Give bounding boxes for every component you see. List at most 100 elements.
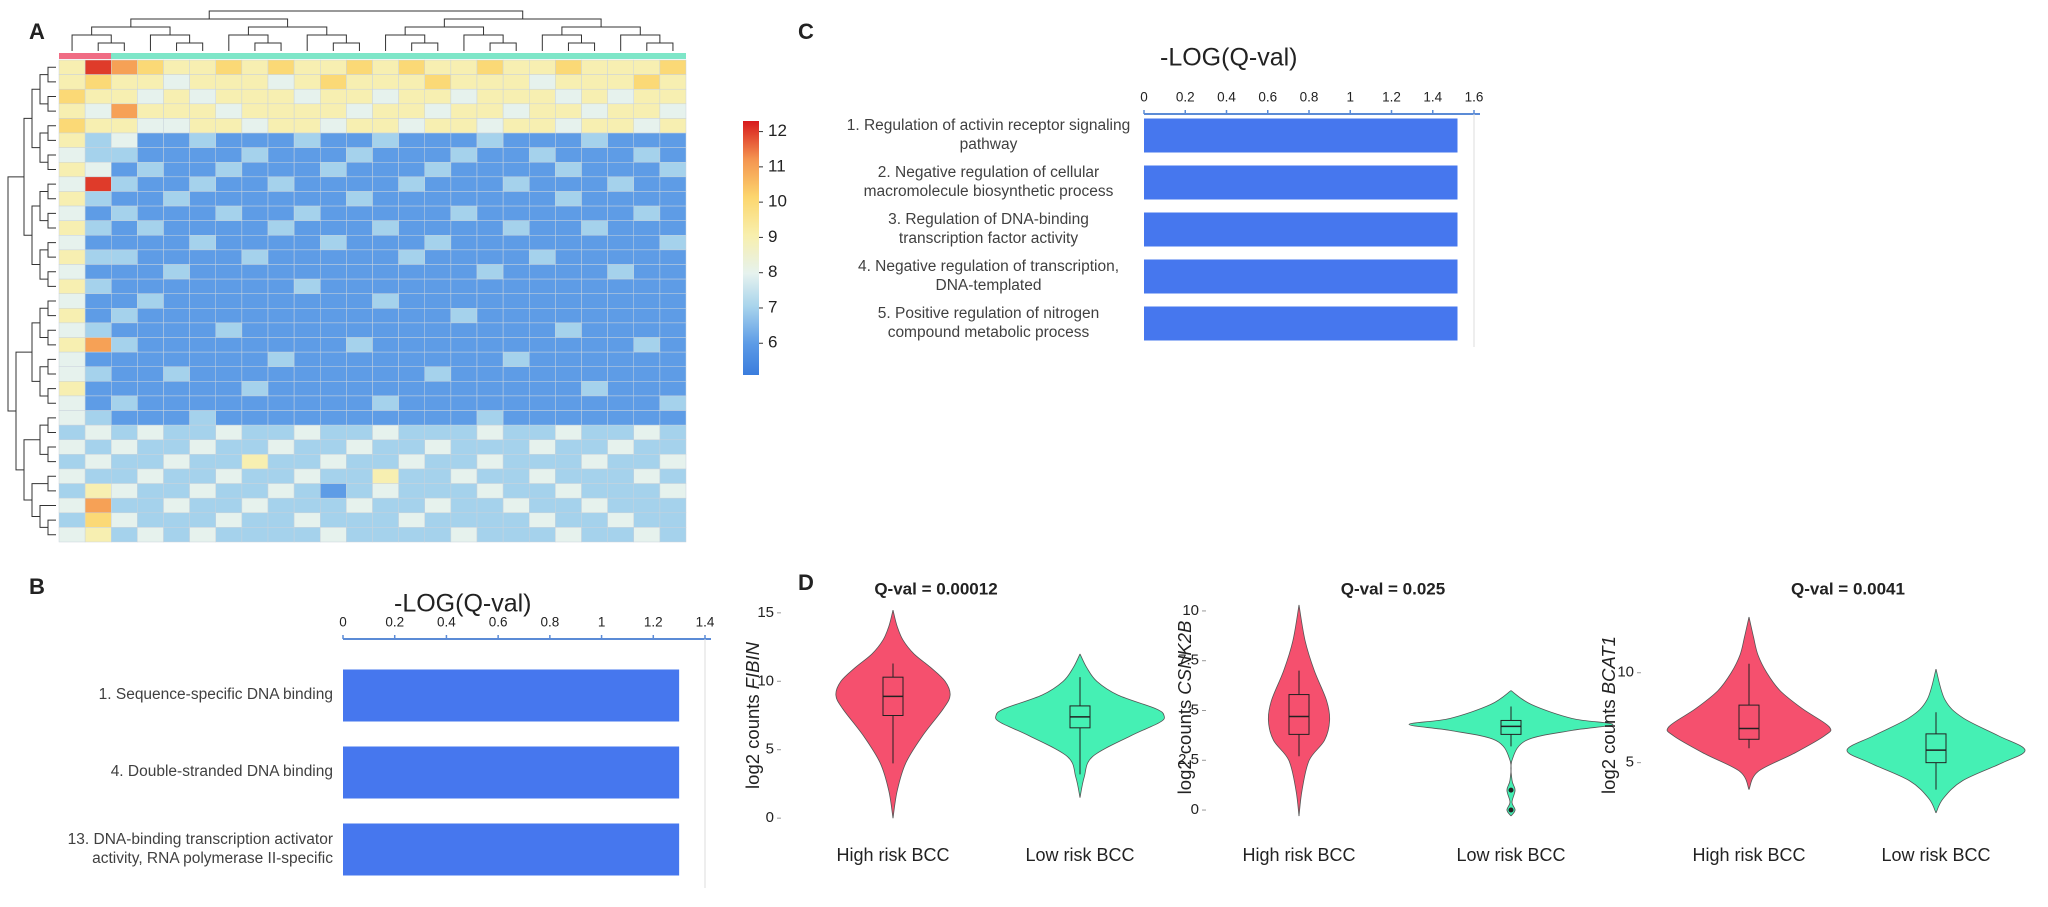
- y-tick-label: 0: [1191, 801, 1199, 818]
- heatmap-cell: [502, 147, 530, 163]
- heatmap-cell: [215, 176, 243, 192]
- heatmap-cell: [424, 395, 452, 411]
- heatmap-cell: [581, 468, 608, 484]
- heatmap-cell: [215, 278, 243, 294]
- heatmap-cell: [163, 118, 190, 134]
- heatmap-cell: [398, 205, 425, 221]
- y-axis-label: log2 counts BCAT1: [1598, 636, 1619, 794]
- heatmap-cell: [137, 366, 164, 382]
- heatmap-cell: [476, 512, 504, 528]
- heatmap-cell: [293, 88, 321, 105]
- heatmap-cell: [58, 220, 86, 236]
- heatmap-cell: [398, 381, 425, 397]
- heatmap-cell: [607, 527, 634, 543]
- heatmap-cell: [320, 439, 347, 455]
- heatmap-cell: [137, 249, 164, 265]
- heatmap-cell: [555, 235, 582, 251]
- heatmap-cell: [137, 351, 164, 367]
- dendrogram: [47, 242, 56, 258]
- heatmap-cell: [633, 88, 661, 105]
- heatmap-cell: [346, 278, 373, 294]
- heatmap-cell: [424, 322, 452, 338]
- heatmap-cell: [111, 468, 138, 484]
- heatmap-cell: [529, 161, 556, 178]
- heatmap-cell: [267, 118, 295, 134]
- heatmap-cell: [293, 74, 321, 90]
- heatmap-cell: [659, 118, 687, 134]
- heatmap-cell: [58, 512, 86, 528]
- heatmap-cell: [267, 351, 295, 367]
- heatmap-cell: [529, 264, 556, 280]
- heatmap-cell: [84, 88, 112, 105]
- heatmap-cell: [241, 527, 269, 543]
- heatmap-cell: [241, 454, 269, 470]
- heatmap-cell: [111, 512, 138, 528]
- heatmap-cell: [111, 191, 138, 207]
- heatmap-cell: [215, 424, 243, 441]
- heatmap-cell: [215, 322, 243, 338]
- heatmap-cell: [581, 176, 608, 192]
- heatmap-cell: [189, 235, 216, 251]
- heatmap-cell: [529, 118, 556, 134]
- heatmap-cell: [372, 293, 399, 309]
- heatmap-cell: [476, 191, 504, 207]
- heatmap-cell: [607, 454, 634, 470]
- chart-title: Q-val = 0.00012: [874, 579, 997, 598]
- violin-right: [1935, 669, 2026, 814]
- heatmap-cell: [293, 337, 321, 353]
- heatmap-cell: [163, 264, 190, 280]
- heatmap-cell: [659, 176, 687, 192]
- heatmap-cell: [163, 351, 190, 367]
- heatmap-cell: [607, 132, 634, 148]
- heatmap-cell: [398, 220, 425, 236]
- heatmap-cell: [215, 454, 243, 470]
- heatmap-cell: [372, 132, 399, 148]
- heatmap-cell: [659, 235, 687, 251]
- heatmap-cell: [189, 264, 216, 280]
- x-tick-label: High risk BCC: [836, 845, 949, 865]
- y-tick-label: 15: [757, 604, 774, 621]
- x-tick-label: 0: [1140, 90, 1148, 105]
- heatmap-cell: [111, 88, 138, 105]
- box: [1738, 704, 1760, 740]
- heatmap-cell: [241, 322, 269, 338]
- heatmap-cell: [424, 176, 452, 192]
- heatmap-cell: [529, 147, 556, 163]
- heatmap-cell: [293, 512, 321, 528]
- heatmap-cell: [476, 176, 504, 192]
- heatmap-cell: [241, 497, 269, 514]
- heatmap-cell: [84, 322, 112, 338]
- heatmap-cell: [476, 205, 504, 221]
- colorbar-tick-label: 8: [768, 262, 777, 281]
- heatmap-cell: [137, 410, 164, 426]
- heatmap-cell: [424, 278, 452, 294]
- heatmap-cell: [372, 468, 399, 484]
- heatmap-cell: [372, 351, 399, 367]
- heatmap-cell: [163, 88, 190, 105]
- heatmap-cell: [555, 366, 582, 382]
- heatmap-cell: [58, 351, 86, 367]
- heatmap-cell: [267, 264, 295, 280]
- heatmap-cell: [659, 264, 687, 280]
- heatmap-cell: [529, 454, 556, 470]
- heatmap-cell: [529, 278, 556, 294]
- heatmap-cell: [476, 88, 504, 105]
- heatmap-cell: [241, 74, 269, 90]
- heatmap-cell: [137, 293, 164, 309]
- y-tick-label: 7.5: [1178, 652, 1199, 669]
- heatmap-cell: [424, 410, 452, 426]
- colorbar-tick-label: 6: [768, 333, 777, 352]
- heatmap-cell: [581, 483, 608, 499]
- heatmap-cell: [450, 176, 478, 192]
- heatmap-cell: [607, 439, 634, 455]
- dendrogram: [47, 66, 56, 83]
- heatmap-cell: [111, 293, 138, 309]
- heatmap-cell: [137, 161, 164, 178]
- heatmap-cell: [84, 468, 112, 484]
- heatmap-cell: [581, 132, 608, 148]
- heatmap-cell: [450, 483, 478, 499]
- colorbar-tick-label: 9: [768, 227, 777, 246]
- heatmap-cell: [163, 74, 190, 90]
- heatmap-cell: [633, 468, 661, 484]
- heatmap-cell: [137, 439, 164, 455]
